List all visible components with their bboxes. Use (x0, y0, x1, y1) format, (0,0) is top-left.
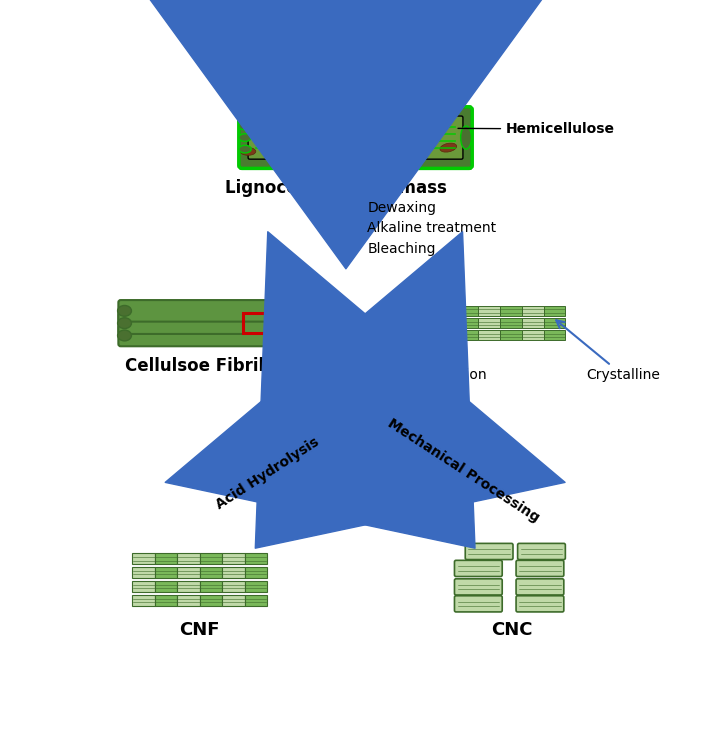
Bar (155, 567, 177, 578)
Bar (132, 553, 155, 565)
Bar (155, 595, 177, 606)
Ellipse shape (117, 305, 132, 316)
FancyBboxPatch shape (516, 560, 564, 576)
Bar (132, 581, 155, 592)
Bar (456, 330, 478, 341)
Bar (222, 553, 245, 565)
Ellipse shape (117, 318, 132, 328)
FancyBboxPatch shape (118, 325, 304, 346)
FancyBboxPatch shape (118, 300, 304, 322)
Ellipse shape (366, 140, 395, 151)
Text: Lignocellulosic Biomass: Lignocellulosic Biomass (225, 180, 447, 197)
Bar (177, 553, 199, 565)
Text: CNF: CNF (179, 620, 220, 639)
Bar (478, 318, 500, 328)
Bar (222, 581, 245, 592)
FancyBboxPatch shape (516, 578, 564, 595)
Text: Lignin: Lignin (256, 90, 305, 131)
Text: CNC: CNC (491, 620, 532, 639)
Ellipse shape (252, 122, 275, 135)
Bar (522, 318, 544, 328)
FancyBboxPatch shape (518, 543, 565, 559)
Text: Dewaxing
Alkaline treatment
Bleaching: Dewaxing Alkaline treatment Bleaching (367, 201, 497, 256)
Bar (544, 306, 565, 316)
Ellipse shape (239, 145, 251, 153)
Text: Cellulsoe Fibrills: Cellulsoe Fibrills (125, 356, 279, 375)
Bar (222, 567, 245, 578)
Bar (177, 567, 199, 578)
Ellipse shape (239, 134, 251, 141)
Text: Crystalline: Crystalline (557, 320, 660, 383)
Bar (222, 595, 245, 606)
Bar (155, 553, 177, 565)
Bar (243, 313, 271, 333)
FancyBboxPatch shape (454, 595, 503, 612)
Bar (478, 330, 500, 341)
Ellipse shape (315, 123, 346, 137)
FancyBboxPatch shape (516, 595, 564, 612)
Bar (456, 318, 478, 328)
Bar (177, 595, 199, 606)
Ellipse shape (461, 126, 472, 149)
Ellipse shape (284, 144, 300, 152)
FancyBboxPatch shape (239, 107, 472, 169)
Bar (544, 330, 565, 341)
Bar (245, 553, 267, 565)
Bar (245, 567, 267, 578)
Bar (456, 306, 478, 316)
Bar (245, 595, 267, 606)
Ellipse shape (117, 330, 132, 341)
Bar (434, 318, 456, 328)
FancyBboxPatch shape (454, 560, 503, 576)
Bar (434, 330, 456, 341)
Bar (199, 553, 222, 565)
FancyBboxPatch shape (248, 116, 463, 159)
FancyBboxPatch shape (118, 312, 304, 334)
Bar (522, 330, 544, 341)
Bar (544, 318, 565, 328)
FancyBboxPatch shape (465, 543, 513, 559)
Text: Hemicellulose: Hemicellulose (458, 122, 615, 136)
FancyBboxPatch shape (454, 578, 503, 595)
Ellipse shape (239, 122, 251, 130)
Bar (199, 567, 222, 578)
Bar (199, 581, 222, 592)
Text: Amorphous region: Amorphous region (359, 335, 487, 383)
Bar (500, 330, 522, 341)
Bar (132, 595, 155, 606)
Bar (177, 581, 199, 592)
Ellipse shape (240, 148, 256, 155)
Bar (199, 595, 222, 606)
Bar (522, 306, 544, 316)
Bar (155, 581, 177, 592)
Bar (478, 306, 500, 316)
Bar (500, 318, 522, 328)
Bar (245, 581, 267, 592)
Bar (500, 306, 522, 316)
Bar (434, 306, 456, 316)
Text: Acid Hydrolysis: Acid Hydrolysis (213, 435, 322, 512)
Text: Mechanical Processing: Mechanical Processing (385, 416, 542, 525)
Ellipse shape (440, 143, 456, 152)
Text: Cellulose: Cellulose (384, 87, 454, 158)
Ellipse shape (410, 123, 435, 134)
Bar (132, 567, 155, 578)
